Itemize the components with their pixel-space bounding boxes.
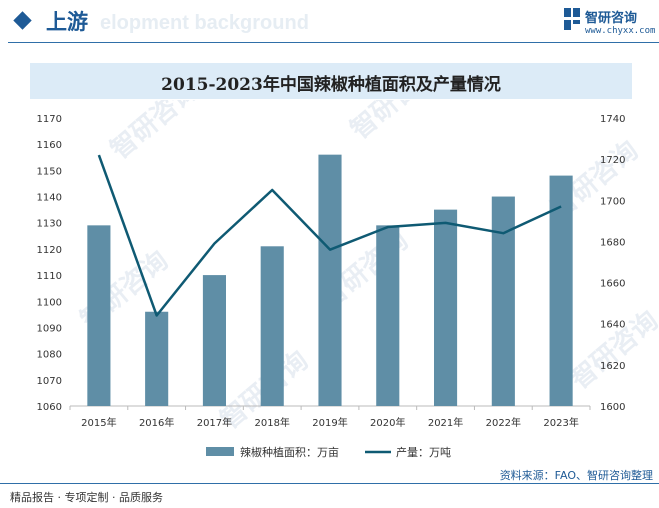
section-title: 上游 xyxy=(46,10,88,34)
chart-title: 2015-2023年中国辣椒种植面积及产量情况 xyxy=(161,75,501,95)
legend-line-label: 产量：万吨 xyxy=(396,445,451,459)
y-right-tick-label: 1640 xyxy=(600,320,625,331)
watermark-text: 智研咨询 xyxy=(345,100,445,145)
header-watermark: elopment background xyxy=(100,12,309,34)
header-divider xyxy=(8,42,659,43)
bar xyxy=(491,196,515,406)
bar xyxy=(549,175,573,406)
bar xyxy=(145,311,169,406)
legend-bar-swatch xyxy=(206,447,234,456)
y-left-tick-label: 1120 xyxy=(37,245,62,256)
diamond-icon xyxy=(13,11,32,30)
source-note: 资料来源：FAO、智研咨询整理 xyxy=(499,469,653,482)
y-left-tick-label: 1110 xyxy=(37,271,62,282)
y-right-tick-label: 1700 xyxy=(600,196,625,207)
x-tick-label: 2022年 xyxy=(486,416,521,429)
y-right-tick-label: 1720 xyxy=(600,155,625,166)
x-tick-label: 2021年 xyxy=(428,416,463,429)
y-left-tick-label: 1060 xyxy=(37,402,62,413)
x-tick-label: 2015年 xyxy=(81,416,116,429)
brand-url: www.chyxx.com xyxy=(585,26,656,36)
bar xyxy=(87,225,111,406)
x-tick-label: 2016年 xyxy=(139,416,174,429)
y-left-tick-label: 1170 xyxy=(37,114,62,125)
bar xyxy=(376,225,400,406)
y-right-tick-label: 1600 xyxy=(600,402,625,413)
y-left-tick-label: 1090 xyxy=(37,323,62,334)
combo-chart: 智研咨询智研咨询智研咨询智研咨询智研咨询智研咨询智研咨询106010701080… xyxy=(37,100,659,459)
chart-title-band: 2015-2023年中国辣椒种植面积及产量情况 xyxy=(30,63,632,99)
bar xyxy=(202,275,226,406)
brand-name: 智研咨询 xyxy=(585,11,638,26)
watermark-text: 智研咨询 xyxy=(565,305,659,396)
brand-logo-icon xyxy=(564,8,580,30)
header: elopment background 上游 智研咨询 www.chyxx.co… xyxy=(0,0,659,44)
y-right-tick-label: 1620 xyxy=(600,361,625,372)
x-tick-label: 2020年 xyxy=(370,416,405,429)
footer-tagline: 精品报告 · 专项定制 · 品质服务 xyxy=(10,491,163,504)
y-left-tick-label: 1070 xyxy=(37,376,62,387)
y-right-tick-label: 1660 xyxy=(600,279,625,290)
x-tick-label: 2019年 xyxy=(312,416,347,429)
bar xyxy=(318,154,342,406)
y-left-tick-label: 1140 xyxy=(37,193,62,204)
bar xyxy=(260,246,284,406)
x-tick-label: 2017年 xyxy=(197,416,232,429)
x-tick-label: 2018年 xyxy=(254,416,289,429)
footer-divider xyxy=(0,483,659,484)
bar xyxy=(434,209,458,406)
y-left-tick-label: 1100 xyxy=(37,297,62,308)
y-left-tick-label: 1130 xyxy=(37,219,62,230)
legend-bar-label: 辣椒种植面积：万亩 xyxy=(240,445,339,459)
y-right-tick-label: 1740 xyxy=(600,114,625,125)
watermark-text: 智研咨询 xyxy=(105,100,205,165)
y-left-tick-label: 1160 xyxy=(37,140,62,151)
y-left-tick-label: 1150 xyxy=(37,166,62,177)
y-right-tick-label: 1680 xyxy=(600,237,625,248)
y-left-tick-label: 1080 xyxy=(37,350,62,361)
x-tick-label: 2023年 xyxy=(543,416,578,429)
